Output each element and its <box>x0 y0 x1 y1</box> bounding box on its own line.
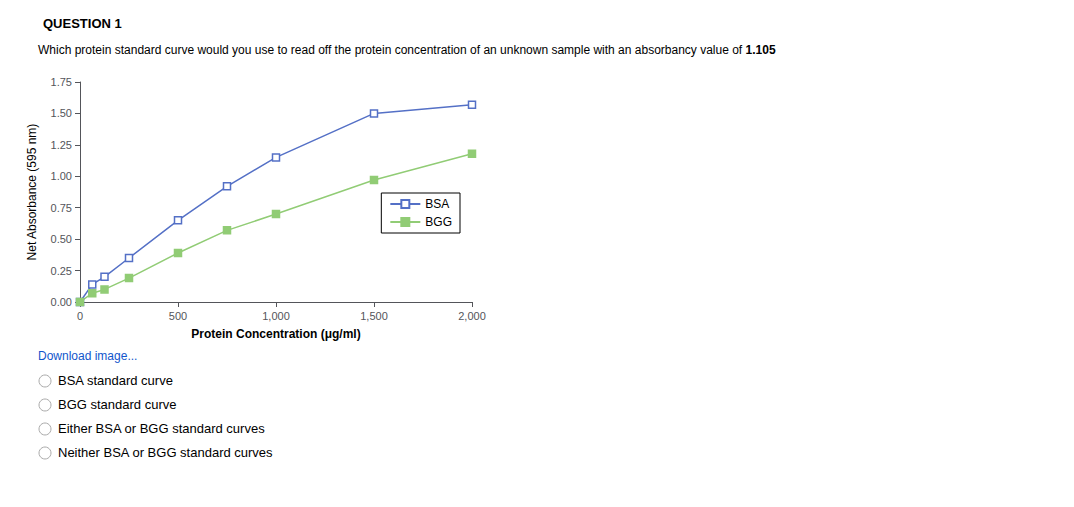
svg-text:Either BSA or BGG standard cur: Either BSA or BGG standard curves <box>58 421 265 436</box>
svg-text:Neither BSA or BGG standard cu: Neither BSA or BGG standard curves <box>58 445 273 460</box>
svg-text:BSA: BSA <box>425 197 449 211</box>
svg-text:Download image...: Download image... <box>38 349 137 363</box>
svg-text:0.00: 0.00 <box>51 296 72 308</box>
svg-text:2,000: 2,000 <box>458 310 486 322</box>
svg-text:1.25: 1.25 <box>51 139 72 151</box>
svg-text:0.25: 0.25 <box>51 265 72 277</box>
svg-text:Which protein standard curve w: Which protein standard curve would you u… <box>38 43 746 57</box>
svg-text:0.75: 0.75 <box>51 202 72 214</box>
svg-text:1.50: 1.50 <box>51 107 72 119</box>
svg-text:0.50: 0.50 <box>51 233 72 245</box>
svg-text:1.75: 1.75 <box>51 76 72 88</box>
svg-text:1.00: 1.00 <box>51 170 72 182</box>
svg-text:Net Absorbance (595 nm): Net Absorbance (595 nm) <box>25 124 39 261</box>
svg-text:Protein Concentration (μg/ml): Protein Concentration (μg/ml) <box>191 327 360 341</box>
svg-text:BGG: BGG <box>425 215 452 229</box>
svg-text:1,500: 1,500 <box>360 310 388 322</box>
svg-text:0: 0 <box>77 310 83 322</box>
svg-text:1.105: 1.105 <box>746 43 776 57</box>
svg-text:BGG standard curve: BGG standard curve <box>58 397 177 412</box>
svg-text:BSA standard curve: BSA standard curve <box>58 373 173 388</box>
svg-text:1,000: 1,000 <box>262 310 290 322</box>
svg-text:500: 500 <box>169 310 187 322</box>
svg-text:QUESTION 1: QUESTION 1 <box>43 16 122 31</box>
